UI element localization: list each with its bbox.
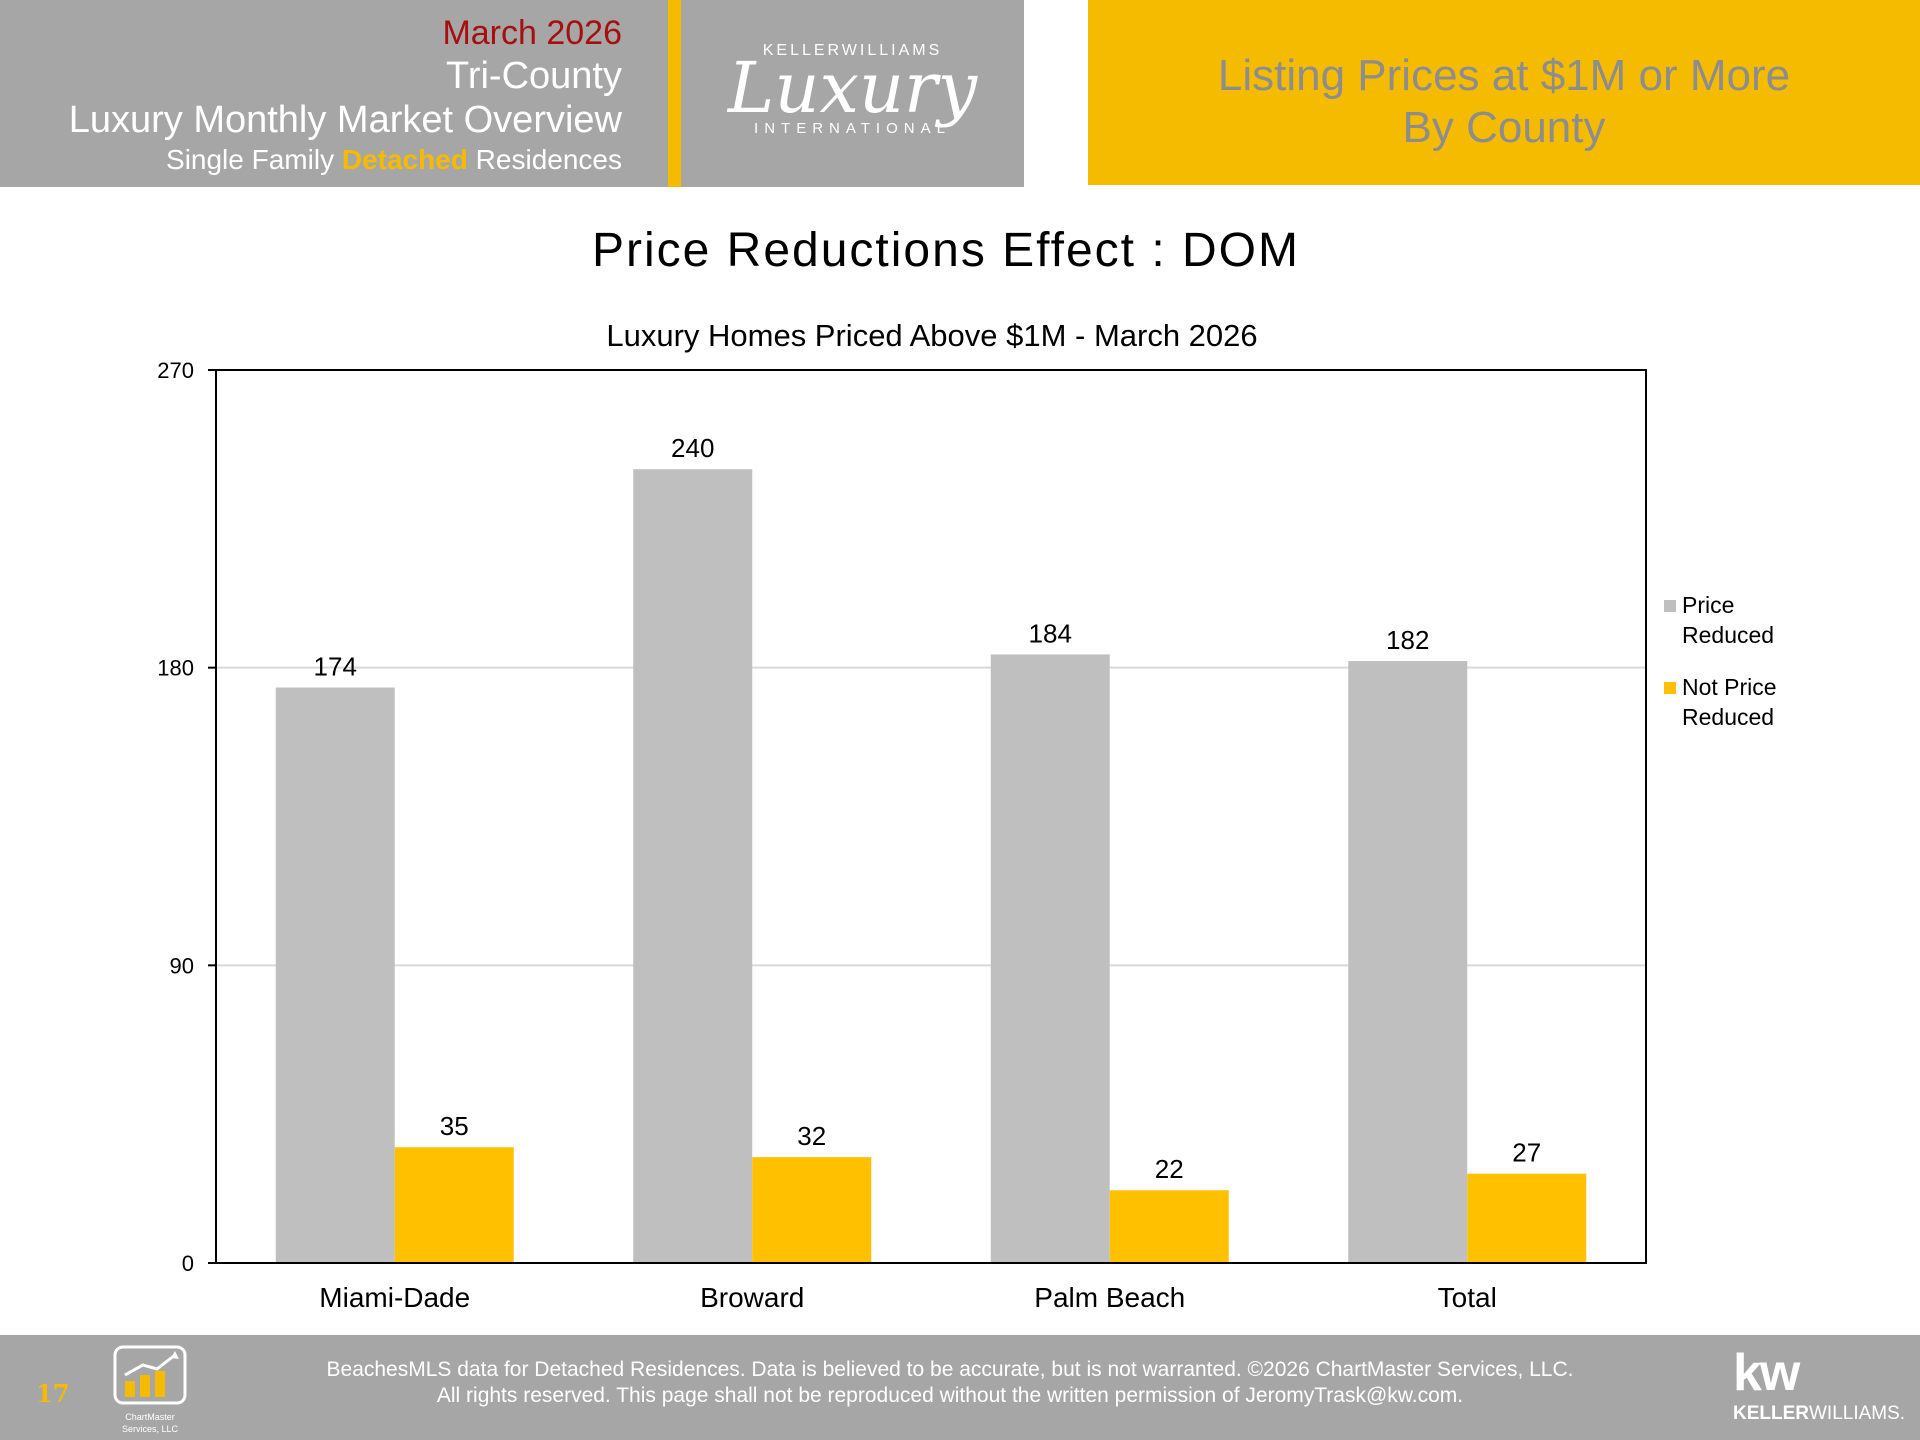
bar <box>275 687 395 1263</box>
report-title: Luxury Monthly Market Overview <box>68 99 622 141</box>
data-label: 240 <box>671 433 714 463</box>
kw-wordmark: KELLERWILLIAMS. <box>1733 1403 1906 1425</box>
bar <box>1348 661 1468 1263</box>
data-label: 174 <box>314 652 357 682</box>
subtitle-accent: Detached <box>341 144 468 175</box>
legend-label: Not Price <box>1682 674 1777 700</box>
subtitle-prefix: Single Family <box>166 144 342 175</box>
disclaimer: BeachesMLS data for Detached Residences.… <box>240 1357 1660 1409</box>
data-label: 182 <box>1386 625 1429 655</box>
report-region: Tri-County <box>446 55 622 97</box>
y-tick-label: 270 <box>157 358 194 383</box>
legend-label: Reduced <box>1682 704 1774 730</box>
x-axis-categories: Miami-Dade Broward Palm Beach Total <box>319 1282 1497 1313</box>
header-stripe <box>668 0 681 187</box>
section-title-line1: Listing Prices at $1M or More <box>1217 51 1791 100</box>
page-number: 17 <box>36 1379 70 1408</box>
kw-mark: kw <box>1733 1344 1800 1402</box>
x-category-label: Total <box>1438 1282 1497 1313</box>
bar <box>394 1147 514 1263</box>
chart-subtitle: Luxury Homes Priced Above $1M - March 20… <box>606 318 1257 353</box>
bar <box>633 469 753 1263</box>
y-tick-label: 0 <box>182 1251 194 1276</box>
chart-legend: Price Reduced Not Price Reduced <box>1664 592 1777 730</box>
report-subtitle: Single Family Detached Residences <box>69 142 622 178</box>
bar <box>752 1157 872 1263</box>
logo-script: Luxury <box>727 47 978 129</box>
logo-tagline: INTERNATIONAL <box>754 120 951 137</box>
data-label: 184 <box>1029 618 1072 648</box>
legend-swatch <box>1664 682 1676 694</box>
report-date: March 2026 <box>442 14 622 52</box>
data-label: 27 <box>1512 1138 1541 1168</box>
x-category-label: Broward <box>700 1282 804 1313</box>
data-label: 32 <box>797 1121 826 1151</box>
data-labels: 174 35 240 32 184 22 182 27 <box>314 433 1542 1184</box>
data-label: 22 <box>1155 1154 1184 1184</box>
chart-title: Price Reductions Effect : DOM <box>592 224 1300 277</box>
y-axis-ticks: 0 90 180 270 <box>157 358 216 1276</box>
header-title-block: March 2026 Tri-County Luxury Monthly Mar… <box>0 0 668 187</box>
chartmaster-logo: ChartMaster Services, LLC <box>110 1345 190 1435</box>
logo-brand: KELLERWILLIAMS <box>762 42 943 59</box>
bar <box>1467 1173 1587 1263</box>
kw-wordmark-rest: WILLIAMS. <box>1809 1403 1906 1424</box>
footer: 17 ChartMaster Services, LLC BeachesMLS … <box>0 1335 1920 1440</box>
x-category-label: Palm Beach <box>1034 1282 1185 1313</box>
legend-label: Reduced <box>1682 622 1774 648</box>
keller-williams-logo: kw KELLERWILLIAMS. <box>1733 1344 1906 1425</box>
chartmaster-suffix: Services, LLC <box>121 1424 179 1434</box>
data-label: 35 <box>440 1111 469 1141</box>
chartmaster-name: ChartMaster <box>125 1412 175 1422</box>
legend-swatch <box>1664 600 1676 612</box>
chart-bars <box>275 469 1587 1263</box>
y-tick-label: 90 <box>170 953 194 978</box>
dom-bar-chart: Price Reductions Effect : DOM Luxury Hom… <box>157 224 1777 1313</box>
x-category-label: Miami-Dade <box>319 1282 470 1313</box>
subtitle-suffix: Residences <box>467 144 622 175</box>
section-title-block: Listing Prices at $1M or More By County <box>1088 0 1920 185</box>
bar <box>990 654 1110 1263</box>
disclaimer-line1: BeachesMLS data for Detached Residences.… <box>326 1358 1574 1381</box>
y-tick-label: 180 <box>157 656 194 681</box>
bar <box>1109 1190 1229 1263</box>
disclaimer-line2: All rights reserved. This page shall not… <box>436 1384 1464 1407</box>
section-title-line2: By County <box>1402 103 1606 152</box>
chart-growth-icon <box>113 1345 187 1405</box>
kw-luxury-logo: KELLERWILLIAMS Luxury INTERNATIONAL <box>681 0 1024 187</box>
kw-wordmark-bold: KELLER <box>1733 1403 1809 1424</box>
plot-frame <box>215 369 1647 1264</box>
legend-label: Price <box>1682 592 1734 618</box>
